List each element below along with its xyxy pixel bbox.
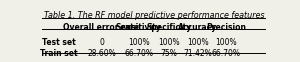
Text: 100%: 100% [187, 38, 209, 46]
Text: Table 1. The RF model predictive performance features: Table 1. The RF model predictive perform… [44, 11, 264, 20]
Text: 100%: 100% [128, 38, 149, 46]
Text: Train set: Train set [40, 49, 77, 58]
Text: 71.42%: 71.42% [184, 49, 212, 58]
Text: Specificity: Specificity [146, 23, 191, 32]
Text: 66.70%: 66.70% [211, 49, 240, 58]
Text: Overall error rate: Overall error rate [63, 23, 140, 32]
Text: Sensitivity: Sensitivity [116, 23, 161, 32]
Text: 100%: 100% [158, 38, 180, 46]
Text: 100%: 100% [215, 38, 237, 46]
Text: 0: 0 [99, 38, 104, 46]
Text: 75%: 75% [160, 49, 177, 58]
Text: 66.70%: 66.70% [124, 49, 153, 58]
Text: Accuracy: Accuracy [178, 23, 218, 32]
Text: Test set: Test set [41, 38, 75, 46]
Text: Precision: Precision [206, 23, 246, 32]
Text: 28.60%: 28.60% [87, 49, 116, 58]
